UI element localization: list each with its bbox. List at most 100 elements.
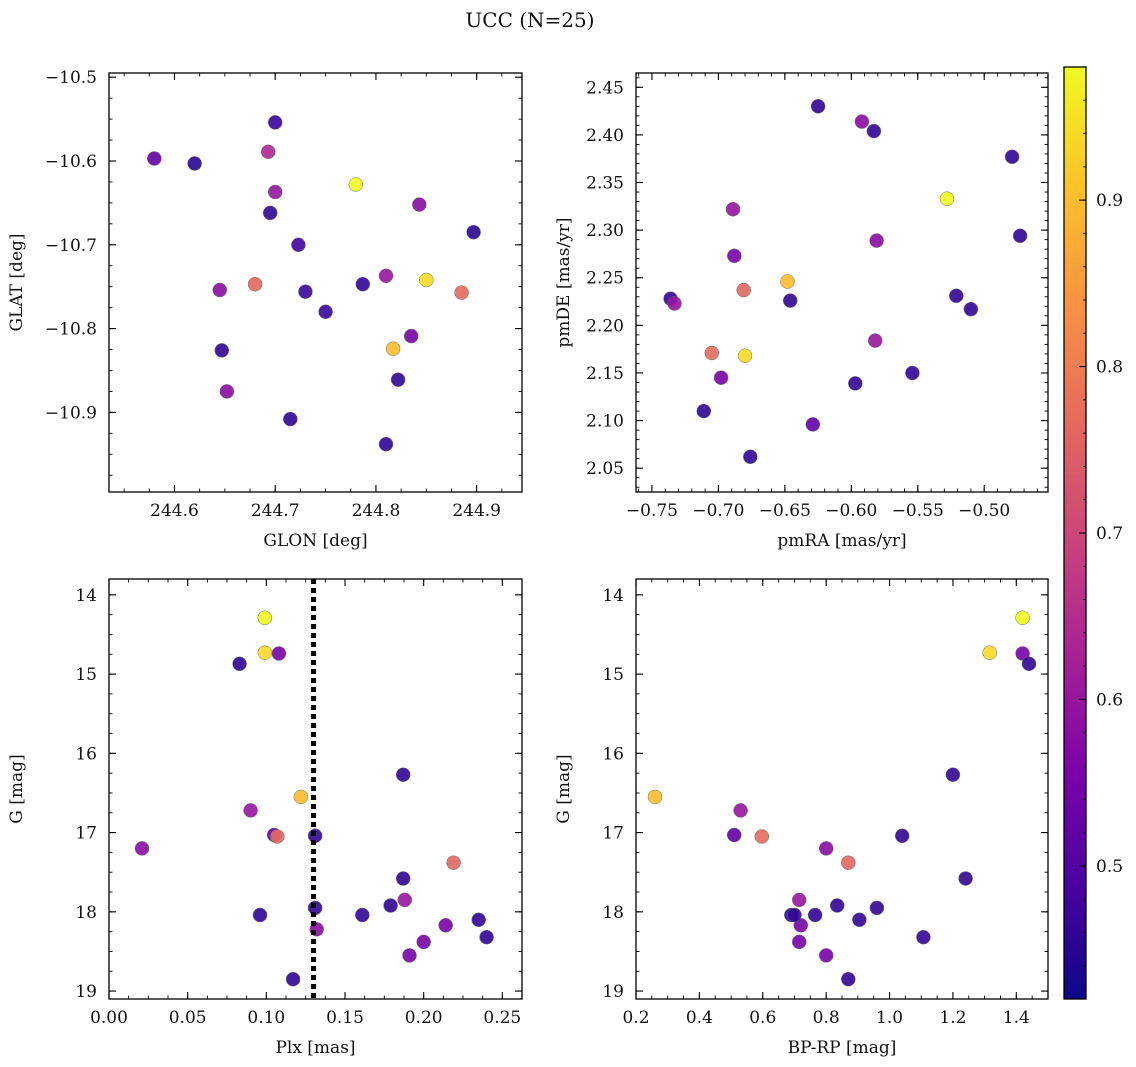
scatter-point xyxy=(713,370,729,385)
scatter-point xyxy=(187,156,202,171)
scatter-point xyxy=(257,645,273,660)
scatter-point xyxy=(726,827,742,843)
y-axis-label: GLAT [deg] xyxy=(7,233,27,331)
scatter-points xyxy=(663,99,1028,465)
x-axis-label: GLON [deg] xyxy=(263,531,367,551)
scatter-point xyxy=(471,912,486,928)
y-tick-label: 2.35 xyxy=(586,174,624,194)
scatter-point xyxy=(1015,610,1030,626)
y-tick-label: 14 xyxy=(75,586,97,606)
scatter-point xyxy=(787,907,802,923)
y-tick-label: 2.40 xyxy=(586,126,624,146)
scatter-point xyxy=(466,224,481,240)
scatter-point xyxy=(438,918,453,933)
scatter-point xyxy=(419,272,434,288)
scatter-point xyxy=(829,898,845,913)
y-tick-label: −10.5 xyxy=(45,68,97,88)
scatter-point xyxy=(854,114,870,129)
scatter-point xyxy=(736,282,751,298)
x-tick-label: −0.50 xyxy=(958,501,1010,521)
scatter-point xyxy=(446,855,461,870)
scatter-point xyxy=(982,645,997,660)
x-tick-label: −0.75 xyxy=(626,501,678,521)
scatter-point xyxy=(737,348,753,364)
scatter-point xyxy=(791,934,807,950)
axes-frame xyxy=(635,578,1049,1000)
x-tick-label: 244.8 xyxy=(352,501,401,521)
scatter-point xyxy=(232,656,247,672)
scatter-point xyxy=(271,646,287,661)
scatter-point xyxy=(252,907,268,923)
x-tick-label: 0.00 xyxy=(90,1008,128,1028)
scatter-point xyxy=(939,191,955,206)
y-tick-label: 15 xyxy=(75,665,97,685)
scatter-panel-3: 0.00 0.05 0.10 0.15 0.20 0.25 14 15 16 17 18 19 Plx … xyxy=(7,578,523,1058)
scatter-point xyxy=(945,767,961,782)
scatter-point xyxy=(212,282,228,298)
scatter-point xyxy=(780,274,795,289)
scatter-point xyxy=(894,828,910,844)
scatter-point xyxy=(412,197,427,212)
scatter-point xyxy=(963,301,979,317)
scatter-point xyxy=(348,177,364,192)
scatter-point xyxy=(283,411,298,427)
y-tick-label: −10.6 xyxy=(45,152,97,172)
y-tick-label: 2.15 xyxy=(586,364,624,384)
scatter-point xyxy=(818,948,834,963)
scatter-point xyxy=(397,892,413,908)
x-tick-label: −0.65 xyxy=(759,501,811,521)
scatter-point xyxy=(905,365,920,381)
scatter-point xyxy=(270,829,285,844)
y-axis-label: pmDE [mas/yr] xyxy=(554,217,574,347)
y-tick-label: 15 xyxy=(602,665,624,685)
scatter-point xyxy=(958,871,973,886)
scatter-point xyxy=(782,293,798,308)
scatter-panel-2: −0.75 −0.70 −0.65 −0.60 −0.55 −0.50 2.05 2.10 2.… xyxy=(554,72,1049,551)
scatter-panel-4: 0.2 0.4 0.6 0.8 1.0 1.2 1.4 14 15 16 17 18 19 BP-RP [… xyxy=(554,578,1049,1058)
minor-ticks xyxy=(635,579,1049,999)
scatter-point xyxy=(949,288,964,304)
colorbar-tick-label: 0.5 xyxy=(1096,857,1123,877)
scatter-point xyxy=(291,237,306,253)
scatter-panel-1: 244.6 244.7 244.8 244.9 −10.5 −10.6 −10.7 −10.8… xyxy=(7,68,523,551)
scatter-point xyxy=(725,201,741,217)
scatter-point xyxy=(390,372,406,387)
scatter-point xyxy=(1004,149,1020,165)
x-tick-label: 0.20 xyxy=(405,1008,443,1028)
scatter-point xyxy=(257,610,273,626)
y-tick-label: 16 xyxy=(75,744,97,764)
y-axis-label: G [mag] xyxy=(554,754,574,823)
x-tick-label: −0.70 xyxy=(692,501,744,521)
x-tick-label: 244.7 xyxy=(251,501,300,521)
y-tick-label: 2.30 xyxy=(586,221,624,241)
scatter-point xyxy=(818,841,834,856)
axes-frame xyxy=(635,72,1049,493)
axes-frame xyxy=(108,578,523,1000)
scatter-point xyxy=(754,829,770,844)
scatter-point xyxy=(267,184,283,200)
y-tick-label: 2.25 xyxy=(586,269,624,289)
x-tick-label: 0.05 xyxy=(169,1008,207,1028)
scatter-point xyxy=(841,971,856,987)
scatter-point xyxy=(696,403,712,419)
y-tick-label: 18 xyxy=(75,903,97,923)
y-tick-label: −10.8 xyxy=(45,320,97,340)
x-tick-label: 1.4 xyxy=(1003,1008,1030,1028)
scatter-point xyxy=(869,900,885,916)
x-tick-label: 1.2 xyxy=(939,1008,966,1028)
scatter-point xyxy=(852,912,867,928)
scatter-point xyxy=(378,268,394,284)
scatter-point xyxy=(733,803,748,818)
x-tick-label: 244.6 xyxy=(150,501,199,521)
scatter-point xyxy=(416,934,431,950)
scatter-point xyxy=(247,276,263,292)
scatter-point xyxy=(298,284,313,299)
scatter-point xyxy=(378,436,394,452)
scatter-point xyxy=(267,115,283,130)
scatter-point xyxy=(479,929,494,945)
scatter-point xyxy=(293,789,309,805)
scatter-point xyxy=(243,803,258,818)
scatter-point xyxy=(866,123,882,139)
y-tick-label: 19 xyxy=(75,982,97,1002)
x-tick-label: −0.55 xyxy=(892,501,944,521)
